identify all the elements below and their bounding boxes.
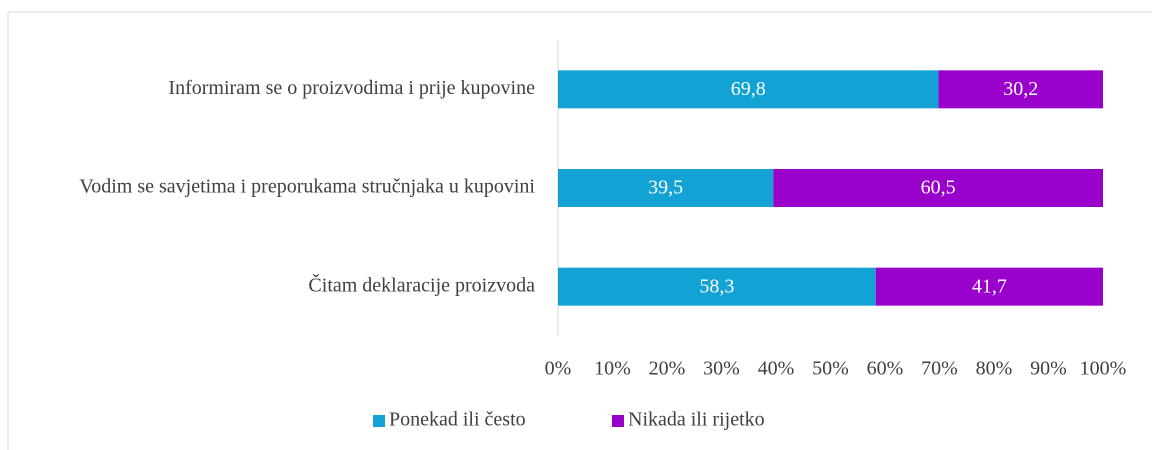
x-tick-label: 30% bbox=[703, 358, 740, 380]
x-tick-label: 50% bbox=[812, 358, 849, 380]
legend-swatch bbox=[612, 415, 624, 427]
bar-segment bbox=[938, 70, 1103, 109]
data-label: 41,7 bbox=[972, 275, 1007, 297]
data-label: 39,5 bbox=[648, 177, 683, 199]
legend-label: Nikada ili rijetko bbox=[628, 409, 765, 431]
data-label: 58,3 bbox=[699, 275, 734, 297]
bar-segment bbox=[558, 267, 876, 306]
x-tick-label: 40% bbox=[758, 358, 795, 380]
bar-segment bbox=[875, 267, 1103, 306]
category-label: Vodim se savjetima i preporukama stručnj… bbox=[79, 176, 535, 198]
data-label: 69,8 bbox=[731, 78, 766, 100]
legend-label: Ponekad ili često bbox=[389, 409, 526, 431]
x-tick-label: 80% bbox=[976, 358, 1013, 380]
category-label: Čitam deklaracije proizvoda bbox=[308, 272, 535, 296]
bar-segment bbox=[773, 169, 1103, 207]
bar-segment bbox=[558, 169, 774, 207]
x-tick-label: 60% bbox=[867, 358, 904, 380]
x-tick-label: 0% bbox=[545, 358, 572, 380]
x-tick-label: 70% bbox=[921, 358, 958, 380]
category-label: Informiram se o proizvodima i prije kupo… bbox=[168, 77, 535, 99]
x-tick-label: 20% bbox=[649, 358, 686, 380]
data-label: 30,2 bbox=[1003, 78, 1038, 100]
legend-swatch bbox=[373, 415, 385, 427]
x-tick-label: 10% bbox=[594, 358, 631, 380]
bar-segment bbox=[558, 70, 939, 109]
x-tick-label: 100% bbox=[1080, 358, 1127, 380]
x-tick-label: 90% bbox=[1030, 358, 1067, 380]
data-label: 60,5 bbox=[921, 177, 956, 199]
